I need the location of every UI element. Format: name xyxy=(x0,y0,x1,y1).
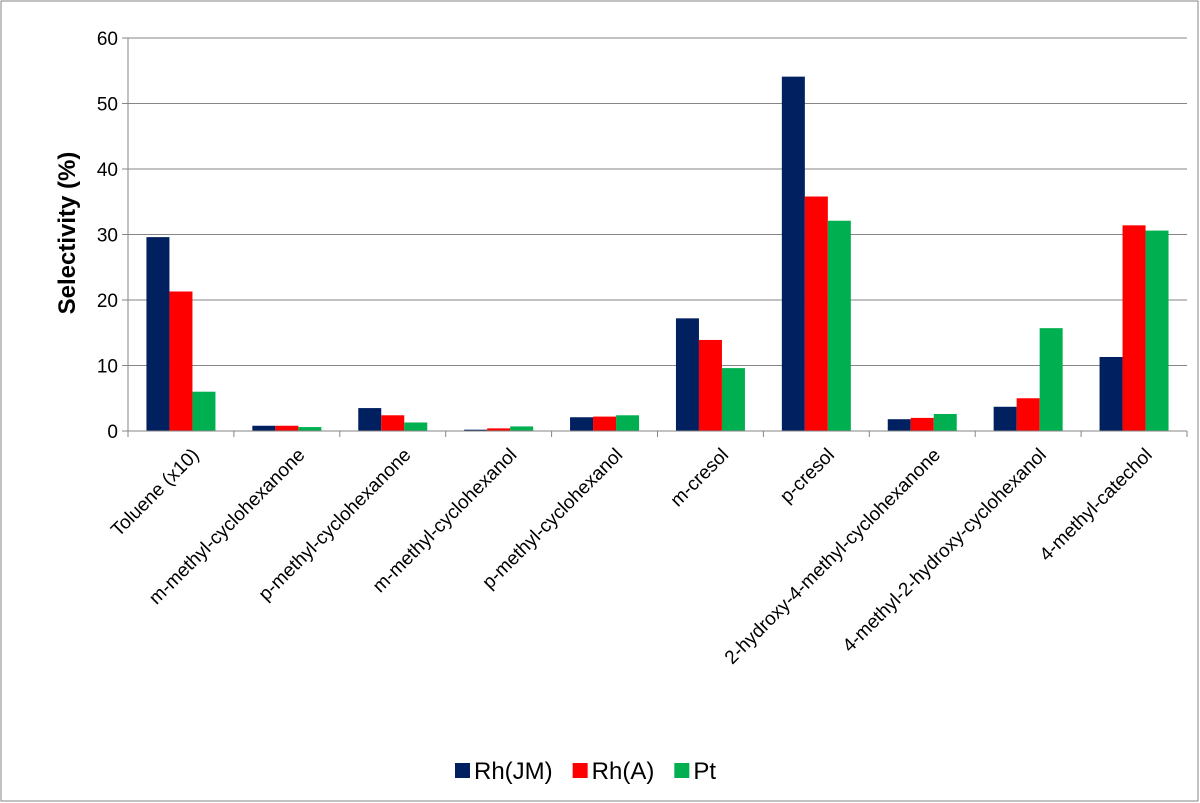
bar-rh-jm-10 xyxy=(1099,356,1123,431)
legend-label: Rh(JM) xyxy=(474,758,553,785)
bar-rh-jm-7 xyxy=(781,76,805,432)
bar-pt-5 xyxy=(616,415,640,431)
gridlines xyxy=(122,37,1187,432)
bars xyxy=(146,76,1169,432)
y-tick-label: 20 xyxy=(97,291,118,312)
bar-rh-a-8 xyxy=(910,417,934,431)
bar-rh-jm-1 xyxy=(146,237,170,431)
bar-rh-a-3 xyxy=(381,415,405,431)
bar-rh-jm-8 xyxy=(887,419,911,431)
legend-swatch xyxy=(572,763,588,778)
axes xyxy=(127,38,1188,437)
bar-pt-2 xyxy=(298,427,322,431)
legend-swatch xyxy=(455,763,470,778)
bar-rh-jm-5 xyxy=(570,417,594,431)
y-tick-labels: 0 10 20 30 40 50 60 xyxy=(97,29,118,443)
bar-pt-10 xyxy=(1145,230,1169,431)
bar-rh-jm-2 xyxy=(252,425,276,431)
legend-label: Rh(A) xyxy=(592,758,655,785)
bar-rh-jm-3 xyxy=(358,408,382,431)
bar-rh-jm-4 xyxy=(464,429,488,431)
bar-rh-a-6 xyxy=(698,339,722,431)
bar-pt-3 xyxy=(404,422,428,431)
legend: Rh(JM) Rh(A) Pt xyxy=(455,758,716,785)
bar-rh-a-5 xyxy=(593,416,617,431)
y-tick-label: 10 xyxy=(97,357,118,378)
bar-pt-1 xyxy=(192,391,216,431)
bar-rh-a-4 xyxy=(487,428,511,431)
bar-rh-a-2 xyxy=(275,425,299,431)
bar-pt-6 xyxy=(721,368,745,431)
legend-swatch xyxy=(674,763,690,778)
bar-pt-7 xyxy=(827,220,851,431)
y-tick-label: 0 xyxy=(107,422,118,443)
y-tick-label: 60 xyxy=(97,29,118,50)
bar-rh-a-10 xyxy=(1122,225,1146,431)
bar-pt-9 xyxy=(1039,328,1063,431)
y-tick-label: 50 xyxy=(97,95,118,116)
bar-rh-a-7 xyxy=(804,196,828,431)
bar-pt-4 xyxy=(510,426,534,431)
bar-rh-jm-9 xyxy=(993,406,1017,431)
bar-pt-8 xyxy=(933,413,957,431)
y-axis-title: Selectivity (%) xyxy=(54,152,81,315)
bar-rh-jm-6 xyxy=(675,318,699,431)
legend-label: Pt xyxy=(693,758,716,785)
y-tick-label: 30 xyxy=(97,226,118,247)
y-tick-label: 40 xyxy=(97,160,118,181)
bar-rh-a-9 xyxy=(1016,398,1040,431)
bar-rh-a-1 xyxy=(169,291,193,431)
